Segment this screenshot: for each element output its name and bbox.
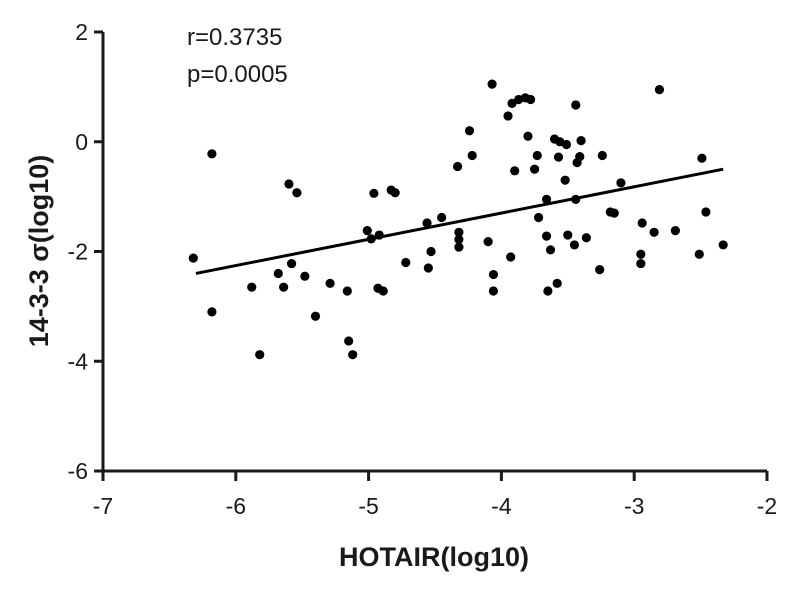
data-point [207,307,217,317]
data-point [637,218,647,228]
annotation-p: p=0.0005 [187,61,288,88]
data-point [507,98,517,108]
data-point [454,234,464,245]
data-point [279,282,289,292]
data-point [506,252,516,262]
data-point [454,227,464,237]
data-point [670,226,680,236]
data-point [532,150,542,161]
annotation-r: r=0.3735 [187,24,282,51]
data-point [378,286,388,296]
data-point [563,230,573,240]
data-point [300,271,310,281]
x-tick-label: -4 [491,493,512,519]
data-point [575,151,585,162]
data-point [454,242,464,252]
regression-line-group [195,167,724,275]
data-point [523,131,533,141]
data-point [188,253,198,263]
data-point [530,164,540,174]
x-tick-label: -2 [757,493,777,519]
data-point [423,263,433,273]
data-point [569,240,580,250]
data-point [362,226,372,236]
data-point [325,278,335,288]
data-point [541,231,552,241]
data-point [576,136,586,146]
data-point [426,246,436,257]
data-point [560,175,570,185]
data-point [488,286,499,296]
data-point [636,258,646,269]
x-axis-title: HOTAIR(log10) [339,542,529,572]
y-tick-label: -4 [68,348,89,374]
data-point [292,188,302,198]
data-point [483,237,493,247]
y-tick-label: -2 [68,239,88,265]
data-point [310,311,321,321]
data-point [247,282,257,292]
data-point [526,94,536,105]
x-tick-label: -3 [624,493,644,519]
data-point [390,188,400,198]
axes: 20-2-4-6-7 -6 -5 -4 -3 -2 [68,19,778,519]
data-point [649,227,659,237]
data-point [437,212,447,223]
data-point [541,194,552,204]
data-point [344,336,354,346]
x-tick-label: -5 [358,493,378,519]
data-point [697,153,707,163]
data-point [571,100,581,110]
y-axis-title: 14-3-3 σ(log10) [24,155,54,348]
data-point [503,111,513,121]
data-point [452,161,463,172]
regression-line [195,167,724,275]
data-point [207,149,217,159]
data-point [533,212,544,223]
data-point [487,79,497,89]
data-point [342,286,352,296]
data-point [543,286,553,296]
data-point [488,269,499,280]
data-point [273,268,283,279]
data-point [581,233,591,243]
data-point [636,249,646,259]
data-point [369,188,379,198]
x-tick-label: -7 [93,493,113,519]
data-point [595,265,605,275]
data-point [597,150,607,161]
data-point [654,85,665,95]
data-point [701,207,711,217]
data-point [545,245,556,255]
y-tick-label: 0 [75,129,88,155]
data-point [284,179,294,189]
data-point [401,257,411,268]
data-point [255,350,265,360]
y-tick-label: -6 [68,458,88,484]
data-point [464,126,475,136]
data-point [510,166,520,176]
data-point [348,350,358,360]
x-tick-label: -6 [226,493,246,519]
y-tick-label: 2 [75,19,88,45]
data-point [286,258,297,269]
data-point [553,152,564,162]
data-points [188,79,728,360]
data-point [616,178,626,188]
data-point [718,240,728,250]
data-point [422,218,432,228]
data-point [552,278,562,288]
data-point [609,208,619,218]
data-point [561,139,572,150]
data-point [694,249,704,259]
data-point [467,150,477,161]
